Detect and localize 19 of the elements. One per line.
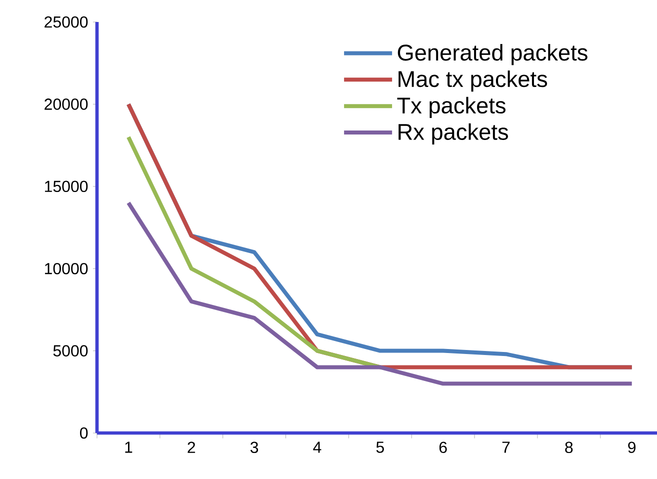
y-tick-label: 10000 (45, 262, 88, 274)
legend-label: Generated packets (398, 44, 588, 66)
x-tick-label: 8 (565, 442, 573, 454)
y-tick-label: 15000 (45, 180, 88, 192)
x-tick-label: 3 (250, 442, 258, 454)
y-tick-label: 5000 (53, 345, 88, 356)
x-tick-label: 4 (313, 442, 322, 453)
x-tick-label: 9 (628, 442, 636, 454)
y-tick-label: 20000 (44, 98, 88, 110)
x-tick-label: 2 (188, 442, 196, 453)
legend-label: Tx packets (397, 96, 506, 118)
x-tick-label: 6 (439, 442, 447, 454)
legend-label: Rx packets (398, 123, 508, 144)
legend-label: Mac tx packets (398, 70, 548, 92)
x-tick-label: 1 (125, 442, 132, 453)
x-tick-label: 5 (376, 442, 384, 453)
y-tick-label: 25000 (44, 16, 88, 28)
y-tick-label: 0 (80, 427, 88, 439)
x-tick-label: 7 (502, 442, 510, 453)
